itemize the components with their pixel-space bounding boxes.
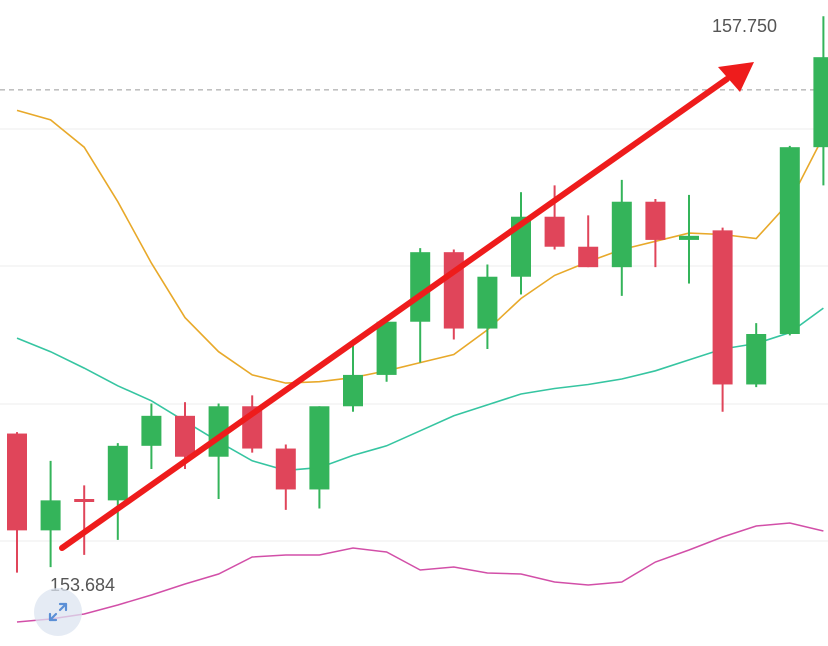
candle [208, 403, 229, 499]
candle-body [275, 448, 296, 490]
candle-body [544, 216, 565, 247]
candle [645, 199, 666, 268]
candle-body [343, 374, 363, 407]
candle [7, 432, 27, 573]
candle [544, 185, 565, 250]
trend-arrow-shaft [59, 76, 730, 551]
candle [511, 192, 531, 295]
candle [376, 317, 397, 382]
candle [813, 16, 828, 186]
candle-body [611, 201, 632, 268]
candle-body [712, 230, 733, 385]
candle [275, 444, 296, 510]
candle-body [74, 499, 95, 502]
candles [7, 16, 828, 573]
candle-body [679, 235, 699, 240]
candle-body [410, 252, 431, 322]
candle [477, 264, 498, 349]
oscillator-line [16, 522, 824, 623]
candle-body [578, 246, 599, 268]
expand-button[interactable] [34, 588, 82, 636]
candle-body [779, 147, 800, 334]
high-price-label: 157.750 [712, 16, 778, 36]
candle-body [511, 216, 531, 277]
candle [443, 249, 464, 340]
candle [107, 443, 128, 540]
candle-body [141, 415, 162, 446]
candle-body [7, 433, 27, 531]
candle [611, 179, 632, 296]
candle [343, 339, 363, 412]
candle [40, 460, 61, 568]
candle [779, 145, 800, 336]
candle [309, 406, 330, 509]
candle-body [309, 406, 330, 490]
candle [410, 248, 431, 363]
trend-arrow-head [718, 62, 754, 92]
candle [141, 403, 162, 469]
candle-body [645, 201, 666, 240]
candle-body [813, 57, 828, 148]
candle-body [477, 276, 498, 329]
candle-body [746, 334, 767, 385]
moving-average-line-2 [16, 307, 824, 472]
candle-body [107, 445, 128, 501]
expand-arrows-icon [48, 602, 68, 622]
candle-body [376, 321, 397, 375]
candle-body [40, 500, 61, 531]
candle [74, 485, 95, 555]
candle [578, 215, 599, 268]
oscillator-line-path [16, 522, 824, 623]
candle-body [175, 415, 195, 457]
candle [712, 227, 733, 412]
trend-arrow [59, 62, 754, 551]
candle [679, 194, 699, 284]
candle [746, 323, 767, 388]
